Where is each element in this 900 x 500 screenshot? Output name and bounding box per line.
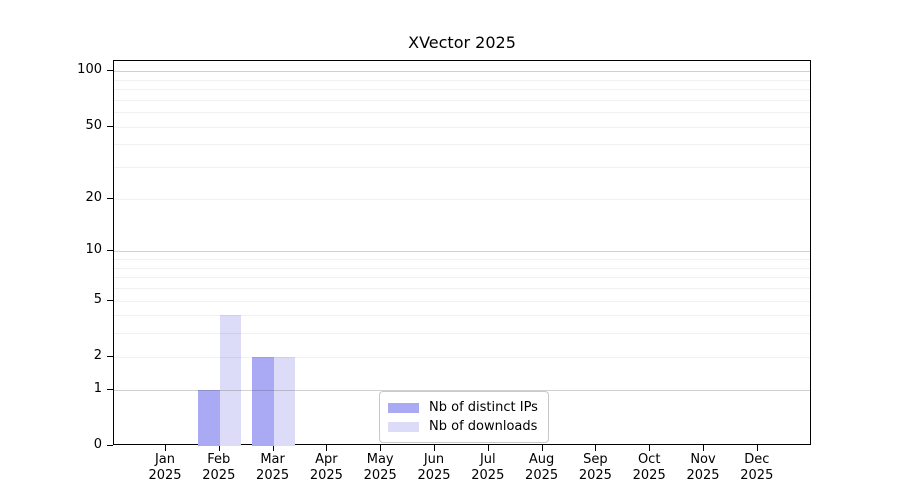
gridline-y-7 xyxy=(114,277,810,279)
x-tick-mark xyxy=(649,445,651,451)
y-tick-label-20: 20 xyxy=(85,189,102,205)
x-tick-label-aug: Aug 2025 xyxy=(525,452,559,483)
x-tick-label-nov: Nov 2025 xyxy=(686,452,720,483)
gridline-y-70 xyxy=(114,99,810,101)
x-tick-mark xyxy=(218,445,220,451)
y-tick-mark xyxy=(107,355,113,357)
gridline-y-60 xyxy=(114,112,810,114)
y-tick-mark xyxy=(107,299,113,301)
x-tick-label-feb: Feb 2025 xyxy=(202,452,236,483)
y-tick-mark xyxy=(107,250,113,252)
x-tick-mark xyxy=(756,445,758,451)
x-tick-mark xyxy=(595,445,597,451)
y-tick-mark xyxy=(107,388,113,390)
gridline-y-80 xyxy=(114,89,810,91)
gridline-y-40 xyxy=(114,144,810,146)
gridline-y-100 xyxy=(114,71,810,73)
x-tick-mark xyxy=(703,445,704,451)
x-tick-mark xyxy=(272,445,274,451)
x-tick-label-jan: Jan 2025 xyxy=(148,452,182,483)
x-tick-label-sep: Sep 2025 xyxy=(578,452,612,483)
x-tick-label-may: May 2025 xyxy=(363,452,397,483)
x-tick-label-mar: Mar 2025 xyxy=(256,452,290,483)
x-tick-label-oct: Oct 2025 xyxy=(632,452,666,483)
gridline-y-50 xyxy=(114,126,810,128)
gridline-y-20 xyxy=(114,198,810,200)
gridline-y-5 xyxy=(114,300,810,302)
y-tick-mark xyxy=(107,197,113,199)
gridline-y-2 xyxy=(114,356,810,358)
x-tick-label-jun: Jun 2025 xyxy=(417,452,451,483)
bar-distinct-ips-mar xyxy=(252,356,274,446)
x-tick-label-apr: Apr 2025 xyxy=(309,452,343,483)
y-tick-label-0: 0 xyxy=(93,437,102,452)
legend-swatch-downloads xyxy=(388,421,419,432)
plot-area: Nb of distinct IPs Nb of downloads xyxy=(113,60,811,446)
legend-row-downloads: Nb of downloads xyxy=(386,417,540,436)
gridline-y-6 xyxy=(114,288,810,289)
x-tick-label-jul: Jul 2025 xyxy=(471,452,505,483)
chart-title: XVector 2025 xyxy=(408,33,516,52)
gridline-y-9 xyxy=(114,259,810,260)
bar-downloads-mar xyxy=(273,356,296,446)
gridline-y-1 xyxy=(114,389,810,391)
y-tick-mark xyxy=(107,445,113,446)
gridline-y-90 xyxy=(114,79,810,81)
y-tick-label-1: 1 xyxy=(93,380,102,396)
x-tick-label-dec: Dec 2025 xyxy=(740,452,774,483)
legend: Nb of distinct IPs Nb of downloads xyxy=(379,391,549,443)
bar-distinct-ips-feb xyxy=(198,389,220,446)
x-tick-mark xyxy=(326,445,328,451)
legend-label-distinct-ips: Nb of distinct IPs xyxy=(429,400,538,415)
y-tick-mark xyxy=(107,70,113,72)
x-tick-mark xyxy=(434,445,435,451)
legend-label-downloads: Nb of downloads xyxy=(429,419,538,434)
y-tick-label-10: 10 xyxy=(85,242,102,258)
legend-row-distinct-ips: Nb of distinct IPs xyxy=(386,398,540,417)
bar-downloads-feb xyxy=(219,315,242,446)
gridline-y-3 xyxy=(114,333,810,335)
gridline-y-8 xyxy=(114,267,810,269)
legend-swatch-distinct-ips xyxy=(388,402,419,413)
x-tick-mark xyxy=(541,445,543,451)
gridline-y-10 xyxy=(114,251,810,253)
y-tick-label-2: 2 xyxy=(93,347,102,363)
y-tick-label-100: 100 xyxy=(77,62,102,78)
y-tick-label-5: 5 xyxy=(93,291,102,307)
y-tick-mark xyxy=(107,125,113,127)
gridline-y-4 xyxy=(114,315,810,317)
y-tick-label-50: 50 xyxy=(85,117,102,133)
x-tick-mark xyxy=(165,445,166,451)
x-tick-mark xyxy=(380,445,382,451)
x-tick-mark xyxy=(487,445,489,451)
gridline-y-30 xyxy=(114,167,810,169)
